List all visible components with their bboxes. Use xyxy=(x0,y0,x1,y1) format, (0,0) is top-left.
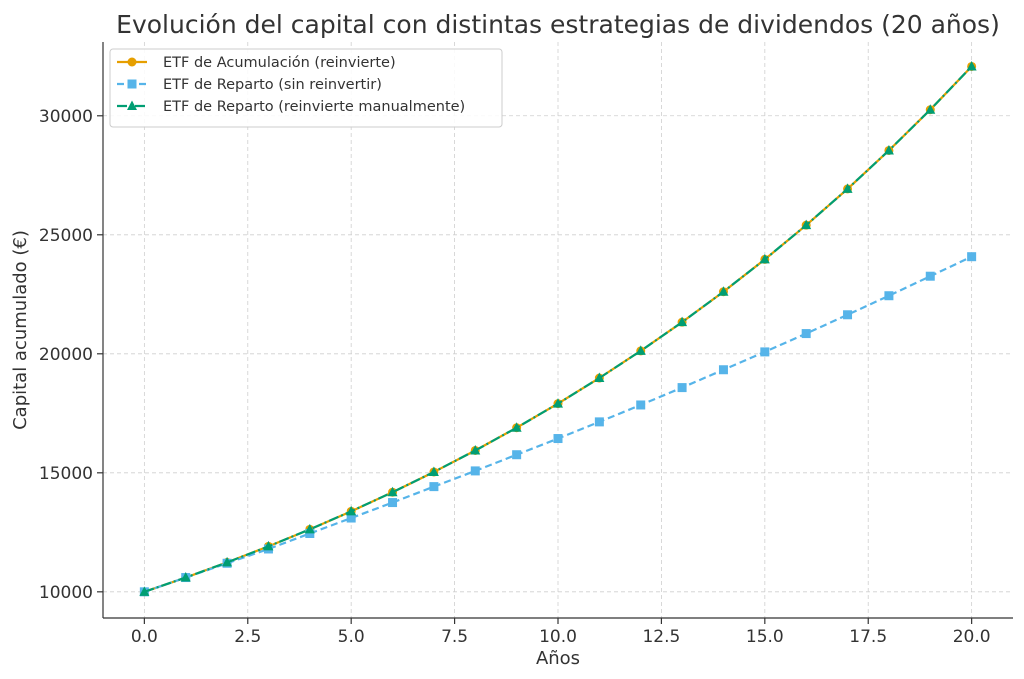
series-3-point xyxy=(594,372,605,383)
x-tick-label: 10.0 xyxy=(539,627,577,647)
legend-label-2: ETF de Reparto (sin reinvertir) xyxy=(163,77,382,93)
series-3-point xyxy=(387,486,398,497)
series-2-point xyxy=(718,365,728,375)
x-tick-label: 5.0 xyxy=(338,627,365,647)
series-2-point xyxy=(305,529,315,539)
series-3-point xyxy=(304,523,315,534)
series-3-point xyxy=(677,316,688,327)
y-tick-label: 25000 xyxy=(39,226,93,246)
x-tick-label: 2.5 xyxy=(234,627,261,647)
legend-swatch-marker-2 xyxy=(127,79,137,89)
series-2-point xyxy=(801,329,811,339)
series-2-point xyxy=(967,252,977,262)
series-3-point xyxy=(470,444,481,455)
series-2-point xyxy=(843,310,853,320)
series-2-point xyxy=(760,347,770,357)
series-3-point xyxy=(966,60,977,71)
chart-title: Evolución del capital con distintas estr… xyxy=(116,10,1000,39)
grid-layer xyxy=(103,42,1013,618)
legend-box xyxy=(109,48,503,128)
series-2-point xyxy=(925,271,935,281)
y-tick-label: 30000 xyxy=(39,107,93,127)
series-3-point xyxy=(428,466,439,476)
series-3-point xyxy=(842,183,853,193)
ticks-layer: 0.0 2.5 5.0 7.5 10.0 12.5 15.0 17.5 20.0 10000 150… xyxy=(39,107,991,647)
series-3-point xyxy=(635,345,646,355)
y-tick-label: 15000 xyxy=(39,464,93,484)
legend-swatch-marker-1 xyxy=(127,57,137,67)
y-axis-label: Capital acumulado (€) xyxy=(10,230,31,430)
y-tick-label: 10000 xyxy=(39,583,93,603)
series-2-point xyxy=(388,498,398,508)
series-2-point xyxy=(346,513,356,523)
series-3-point xyxy=(263,540,274,551)
series-2-point xyxy=(470,466,480,476)
y-tick-label: 20000 xyxy=(39,345,93,365)
x-tick-label: 20.0 xyxy=(953,627,991,647)
series-3-point xyxy=(925,104,936,114)
series-3-point xyxy=(346,505,357,516)
x-tick-label: 0.0 xyxy=(131,627,158,647)
series-3-point xyxy=(222,556,233,567)
legend-label-3: ETF de Reparto (reinvierte manualmente) xyxy=(163,99,465,115)
x-tick-label: 7.5 xyxy=(441,627,468,647)
x-tick-label: 17.5 xyxy=(849,627,887,647)
x-tick-label: 15.0 xyxy=(746,627,784,647)
series-3-point xyxy=(511,422,522,432)
series-3-point xyxy=(759,253,770,264)
series-2-point xyxy=(636,400,646,410)
legend-label-1: ETF de Acumulación (reinvierte) xyxy=(163,55,396,71)
x-axis-label: Años xyxy=(536,648,580,669)
x-tick-label: 12.5 xyxy=(642,627,680,647)
series-group-3 xyxy=(139,60,977,596)
series-3-point xyxy=(553,398,563,408)
legend-swatch-marker-3 xyxy=(127,100,137,110)
series-3-point xyxy=(801,219,812,230)
series-3-point xyxy=(883,144,894,155)
series-layer xyxy=(139,60,977,597)
series-2-point xyxy=(512,450,522,460)
series-3-point xyxy=(180,572,191,582)
series-2-point xyxy=(884,291,894,301)
series-2-point xyxy=(677,383,687,393)
series-3-point xyxy=(718,286,729,296)
legend: ETF de Acumulación (reinvierte) ETF de Re… xyxy=(109,48,503,128)
series-3-point xyxy=(139,586,150,596)
series-2-point xyxy=(594,417,604,427)
series-2-point xyxy=(429,482,439,492)
series-2-point xyxy=(553,434,563,444)
